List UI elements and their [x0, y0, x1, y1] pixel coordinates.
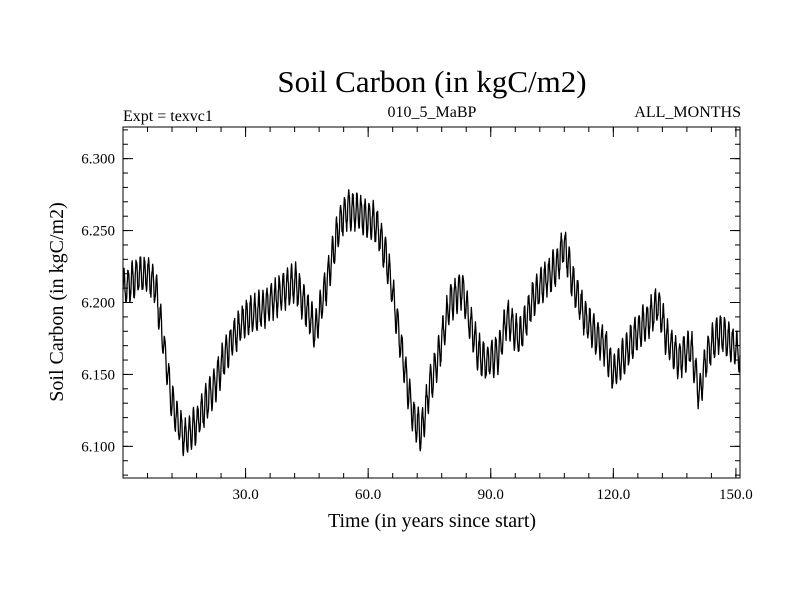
data-series: [122, 189, 741, 457]
x-tick-label: 90.0: [478, 487, 504, 503]
x-tick-label: 60.0: [355, 487, 381, 503]
subtitle-center: 010_5_MaBP: [388, 104, 477, 121]
y-axis-label: Soil Carbon (in kgC/m2): [46, 202, 68, 401]
y-tick-label: 6.200: [81, 296, 115, 312]
chart-title: Soil Carbon (in kgC/m2): [277, 64, 586, 99]
axis-ticks: 30.0 60.0 90.0 120.0 150.0 6.100 6.150 6.200 6.2…: [81, 127, 753, 503]
x-tick-label: 120.0: [596, 487, 630, 503]
subtitle-right: ALL_MONTHS: [634, 104, 741, 121]
y-tick-label: 6.150: [81, 367, 115, 383]
y-tick-label: 6.300: [81, 152, 115, 168]
x-tick-label: 150.0: [719, 487, 753, 503]
soil-carbon-series-line: [122, 189, 741, 457]
plot-frame: [122, 126, 741, 479]
subtitle-left: Expt = texvc1: [123, 108, 213, 125]
x-tick-label: 30.0: [232, 487, 258, 503]
x-axis-label: Time (in years since start): [328, 510, 536, 532]
y-tick-label: 6.250: [81, 224, 115, 240]
y-tick-label: 6.100: [81, 439, 115, 455]
